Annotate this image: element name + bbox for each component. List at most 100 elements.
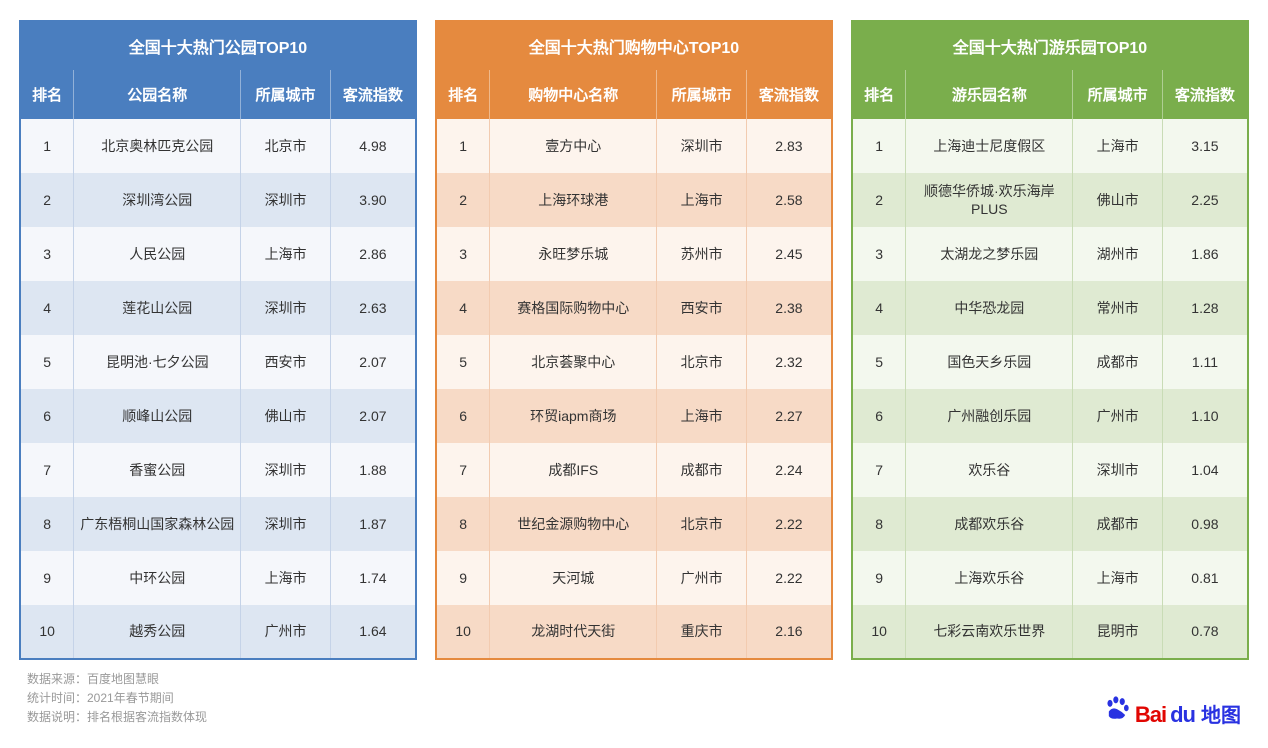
table-cell: 3	[436, 227, 490, 281]
table-cell: 广州融创乐园	[906, 389, 1073, 443]
table-cell: 成都市	[657, 443, 747, 497]
table-cell: 10	[20, 605, 74, 659]
table-cell: 赛格国际购物中心	[490, 281, 657, 335]
table-cell: 世纪金源购物中心	[490, 497, 657, 551]
table-row: 7成都IFS成都市2.24	[436, 443, 832, 497]
tables-container: 全国十大热门公园TOP10排名公园名称所属城市客流指数1北京奥林匹克公园北京市4…	[15, 20, 1253, 660]
table-cell: 越秀公园	[74, 605, 241, 659]
table-row: 8广东梧桐山国家森林公园深圳市1.87	[20, 497, 416, 551]
table-cell: 广州市	[241, 605, 331, 659]
table-row: 10七彩云南欢乐世界昆明市0.78	[852, 605, 1248, 659]
rank-table-orange: 全国十大热门购物中心TOP10排名购物中心名称所属城市客流指数1壹方中心深圳市2…	[435, 20, 833, 660]
table-cell: 广州市	[1073, 389, 1163, 443]
table-cell: 4	[20, 281, 74, 335]
table-cell: 广东梧桐山国家森林公园	[74, 497, 241, 551]
table-title: 全国十大热门购物中心TOP10	[436, 21, 832, 70]
table-cell: 5	[852, 335, 906, 389]
table-row: 8成都欢乐谷成都市0.98	[852, 497, 1248, 551]
column-header: 排名	[20, 70, 74, 119]
table-cell: 苏州市	[657, 227, 747, 281]
table-cell: 1.74	[330, 551, 416, 605]
table-row: 4莲花山公园深圳市2.63	[20, 281, 416, 335]
table-cell: 2.24	[746, 443, 832, 497]
table-cell: 上海市	[241, 227, 331, 281]
table-cell: 上海市	[657, 389, 747, 443]
table-row: 5国色天乡乐园成都市1.11	[852, 335, 1248, 389]
table-row: 6顺峰山公园佛山市2.07	[20, 389, 416, 443]
table-cell: 2.22	[746, 551, 832, 605]
footer-source: 数据来源：百度地图慧眼	[27, 670, 207, 689]
table-row: 5昆明池·七夕公园西安市2.07	[20, 335, 416, 389]
table-cell: 上海迪士尼度假区	[906, 119, 1073, 173]
column-header: 所属城市	[657, 70, 747, 119]
table-cell: 7	[436, 443, 490, 497]
table-row: 8世纪金源购物中心北京市2.22	[436, 497, 832, 551]
column-header: 游乐园名称	[906, 70, 1073, 119]
table-cell: 5	[436, 335, 490, 389]
table-cell: 2.07	[330, 389, 416, 443]
table-cell: 深圳湾公园	[74, 173, 241, 227]
table-cell: 9	[436, 551, 490, 605]
table-cell: 深圳市	[241, 281, 331, 335]
table-title: 全国十大热门公园TOP10	[20, 21, 416, 70]
table-cell: 0.98	[1162, 497, 1248, 551]
logo-text-bai: Bai	[1135, 702, 1166, 728]
table-cell: 深圳市	[241, 497, 331, 551]
table-cell: 4.98	[330, 119, 416, 173]
table-cell: 昆明池·七夕公园	[74, 335, 241, 389]
table-cell: 2.16	[746, 605, 832, 659]
table-cell: 中华恐龙园	[906, 281, 1073, 335]
table-row: 2上海环球港上海市2.58	[436, 173, 832, 227]
table-cell: 1	[20, 119, 74, 173]
table-cell: 莲花山公园	[74, 281, 241, 335]
table-cell: 人民公园	[74, 227, 241, 281]
table-row: 7欢乐谷深圳市1.04	[852, 443, 1248, 497]
table-row: 2深圳湾公园深圳市3.90	[20, 173, 416, 227]
table-cell: 永旺梦乐城	[490, 227, 657, 281]
table-cell: 常州市	[1073, 281, 1163, 335]
table-cell: 深圳市	[241, 173, 331, 227]
table-cell: 上海市	[657, 173, 747, 227]
table-cell: 0.78	[1162, 605, 1248, 659]
table-cell: 1.10	[1162, 389, 1248, 443]
table-cell: 壹方中心	[490, 119, 657, 173]
table-cell: 深圳市	[241, 443, 331, 497]
table-cell: 佛山市	[1073, 173, 1163, 227]
table-row: 10越秀公园广州市1.64	[20, 605, 416, 659]
table-row: 9上海欢乐谷上海市0.81	[852, 551, 1248, 605]
paw-icon	[1103, 694, 1131, 722]
table-cell: 2.86	[330, 227, 416, 281]
table-title: 全国十大热门游乐园TOP10	[852, 21, 1248, 70]
table-cell: 深圳市	[1073, 443, 1163, 497]
table-cell: 2.22	[746, 497, 832, 551]
table-cell: 6	[852, 389, 906, 443]
table-cell: 顺德华侨城·欢乐海岸PLUS	[906, 173, 1073, 227]
table-row: 9天河城广州市2.22	[436, 551, 832, 605]
table-cell: 香蜜公园	[74, 443, 241, 497]
table-row: 3人民公园上海市2.86	[20, 227, 416, 281]
table-row: 9中环公园上海市1.74	[20, 551, 416, 605]
table-cell: 欢乐谷	[906, 443, 1073, 497]
table-cell: 西安市	[657, 281, 747, 335]
table-cell: 深圳市	[657, 119, 747, 173]
table-cell: 3	[20, 227, 74, 281]
table-cell: 10	[436, 605, 490, 659]
table-row: 4中华恐龙园常州市1.28	[852, 281, 1248, 335]
table-cell: 北京市	[657, 497, 747, 551]
table-cell: 西安市	[241, 335, 331, 389]
table-row: 1上海迪士尼度假区上海市3.15	[852, 119, 1248, 173]
table-cell: 重庆市	[657, 605, 747, 659]
column-header: 所属城市	[1073, 70, 1163, 119]
logo-text-du: du	[1170, 702, 1195, 728]
table-cell: 中环公园	[74, 551, 241, 605]
table-cell: 七彩云南欢乐世界	[906, 605, 1073, 659]
table-row: 7香蜜公园深圳市1.88	[20, 443, 416, 497]
table-row: 10龙湖时代天街重庆市2.16	[436, 605, 832, 659]
table-cell: 昆明市	[1073, 605, 1163, 659]
rank-table-green: 全国十大热门游乐园TOP10排名游乐园名称所属城市客流指数1上海迪士尼度假区上海…	[851, 20, 1249, 660]
table-cell: 北京市	[657, 335, 747, 389]
table-cell: 上海环球港	[490, 173, 657, 227]
table-cell: 3.15	[1162, 119, 1248, 173]
table-cell: 1.11	[1162, 335, 1248, 389]
table-cell: 2.83	[746, 119, 832, 173]
